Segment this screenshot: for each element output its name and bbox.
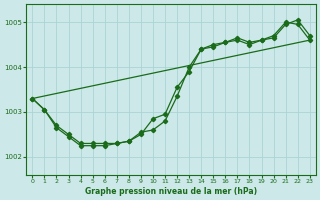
X-axis label: Graphe pression niveau de la mer (hPa): Graphe pression niveau de la mer (hPa) [85, 187, 257, 196]
